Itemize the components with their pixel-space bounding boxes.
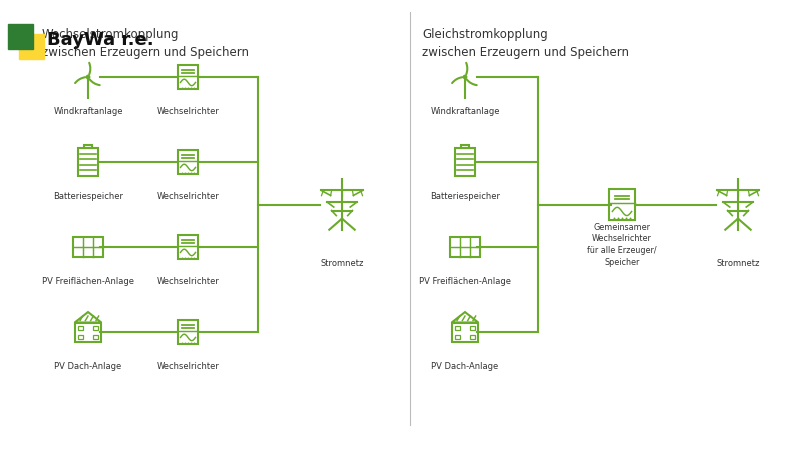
Bar (454, 326, 461, 330)
Bar (74, 323, 102, 342)
Bar (93, 326, 98, 330)
Bar (73, 237, 103, 257)
Text: Wechselrichter: Wechselrichter (157, 192, 219, 201)
Bar (18, 34, 43, 59)
Bar (178, 234, 198, 259)
Text: Windkraftanlage: Windkraftanlage (430, 107, 500, 116)
Bar (78, 335, 83, 339)
Text: PV Dach-Anlage: PV Dach-Anlage (54, 362, 122, 371)
Text: Stromnetz: Stromnetz (320, 260, 364, 269)
Bar (454, 335, 461, 339)
Text: Stromnetz: Stromnetz (716, 260, 760, 269)
Bar (78, 148, 98, 176)
Text: Wechselrichter: Wechselrichter (157, 107, 219, 116)
Bar (178, 65, 198, 90)
Bar (470, 326, 475, 330)
Text: PV Dach-Anlage: PV Dach-Anlage (431, 362, 498, 371)
Bar (452, 323, 478, 342)
Bar (450, 237, 480, 257)
Text: BayWa r.e.: BayWa r.e. (46, 31, 154, 49)
Bar (8, 24, 33, 49)
Bar (78, 326, 83, 330)
Text: PV Freiflächen-Anlage: PV Freiflächen-Anlage (42, 277, 134, 286)
Text: Batteriespeicher: Batteriespeicher (53, 192, 123, 201)
Bar (455, 148, 475, 176)
Text: Wechselrichter: Wechselrichter (157, 277, 219, 286)
Bar (178, 150, 198, 174)
Bar (462, 144, 469, 148)
Text: PV Freiflächen-Anlage: PV Freiflächen-Anlage (419, 277, 511, 286)
Text: Gemeinsamer
Wechselrichter
für alle Erzeuger/
Speicher: Gemeinsamer Wechselrichter für alle Erze… (587, 223, 657, 267)
Text: Batteriespeicher: Batteriespeicher (430, 192, 500, 201)
Bar (609, 189, 635, 220)
Bar (93, 335, 98, 339)
Text: Windkraftanlage: Windkraftanlage (54, 107, 122, 116)
Text: Wechselrichter: Wechselrichter (157, 362, 219, 371)
Bar (84, 144, 92, 148)
Bar (470, 335, 475, 339)
Text: Wechselstromkopplung
zwischen Erzeugern und Speichern: Wechselstromkopplung zwischen Erzeugern … (42, 28, 249, 59)
Text: Gleichstromkopplung
zwischen Erzeugern und Speichern: Gleichstromkopplung zwischen Erzeugern u… (422, 28, 629, 59)
Bar (178, 320, 198, 344)
